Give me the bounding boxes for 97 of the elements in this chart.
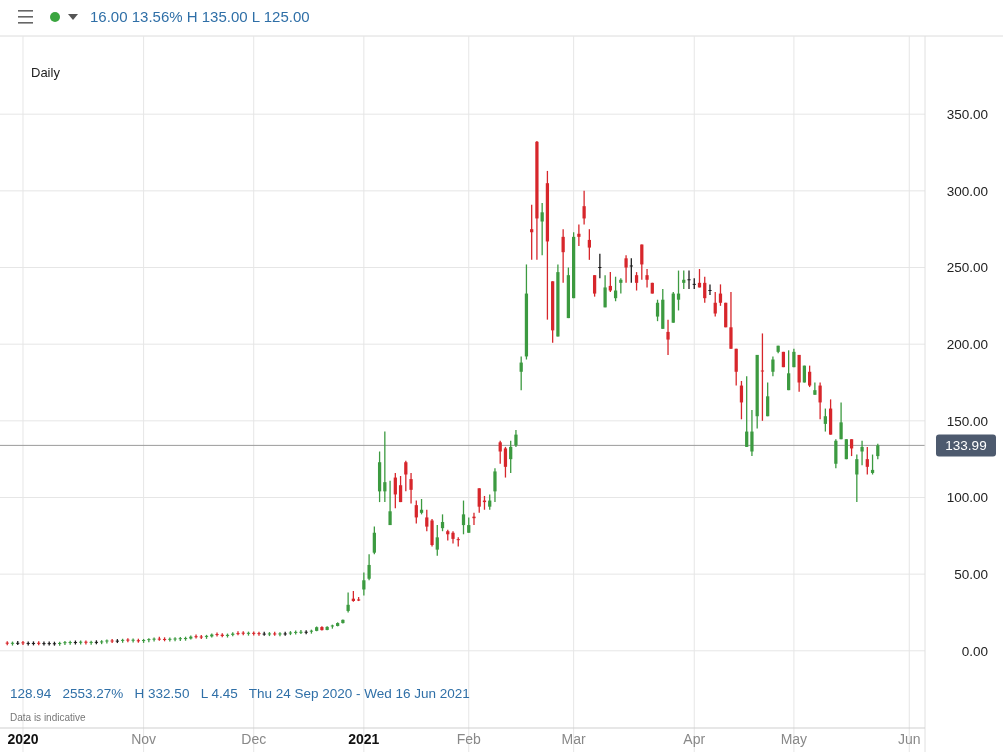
candlestick — [346, 591, 350, 614]
candlestick — [587, 228, 591, 261]
candlestick — [745, 375, 749, 448]
candlestick — [598, 253, 602, 279]
candlestick — [425, 509, 429, 532]
candlestick — [750, 409, 754, 457]
candlestick — [299, 629, 303, 635]
candlestick — [383, 430, 387, 503]
candlestick — [257, 631, 261, 637]
candlestick — [372, 525, 376, 555]
candlestick — [603, 274, 607, 309]
candlestick — [388, 479, 392, 526]
candlestick — [42, 640, 46, 647]
y-tick-label: 200.00 — [946, 336, 988, 352]
annotation: Daily — [31, 65, 61, 80]
chart-subtitle: 16.00 13.56% H 135.00 L 125.00 — [90, 8, 310, 25]
candlestick — [834, 438, 838, 470]
candlestick — [126, 637, 130, 643]
candlestick — [624, 254, 628, 284]
candlestick — [718, 283, 723, 307]
candlestick — [110, 638, 114, 644]
candlestick — [703, 276, 707, 304]
x-tick-label: 2020 — [7, 731, 39, 747]
candlestick — [498, 440, 502, 465]
x-tick-label: Feb — [456, 731, 482, 747]
y-tick-label: 0.00 — [961, 643, 988, 659]
candlestick — [766, 381, 770, 417]
annotation: 128.94 2553.27% H 332.50 L 4.45 Thu 24 Sep 2020 - Wed 16 Jun 2021 — [10, 686, 470, 701]
candlestick — [404, 460, 408, 493]
candlestick — [645, 268, 649, 289]
x-tick-label: May — [780, 731, 808, 747]
candlestick — [713, 291, 717, 318]
candlestick — [540, 202, 544, 256]
annotation: Data is indicative — [10, 712, 87, 723]
candlestick — [362, 571, 366, 597]
candlestick — [519, 355, 523, 391]
ref-line-label: 133.99 — [945, 438, 987, 454]
candlestick — [582, 190, 586, 226]
y-tick-label: 250.00 — [946, 260, 988, 276]
candlestick — [839, 401, 843, 440]
x-tick-label: Dec — [241, 731, 267, 747]
candlestick — [21, 640, 25, 646]
candlestick — [577, 223, 581, 247]
y-tick-label: 50.00 — [954, 566, 988, 582]
candlestick — [509, 440, 513, 474]
candlestick — [629, 257, 633, 284]
candlestick — [870, 453, 875, 476]
y-tick-label: 100.00 — [946, 490, 988, 506]
candlestick — [676, 269, 681, 312]
candlestick — [771, 355, 775, 378]
candlestick — [865, 446, 869, 476]
candlestick — [666, 318, 670, 356]
candlestick — [194, 633, 198, 640]
candlestick — [734, 348, 738, 387]
candlestick — [561, 228, 565, 284]
candlestick — [477, 487, 481, 514]
y-tick-label: 300.00 — [946, 183, 988, 199]
candlestick — [608, 271, 612, 293]
candlestick — [493, 467, 497, 503]
candlestick — [760, 332, 765, 422]
candlestick — [63, 640, 67, 646]
candlestick — [435, 524, 439, 557]
candlestick — [503, 446, 508, 479]
y-tick-label: 150.00 — [946, 413, 988, 429]
candlestick — [131, 637, 135, 644]
candlestick — [787, 349, 791, 391]
x-tick-label: Jun — [897, 731, 921, 747]
candlestick — [687, 269, 691, 290]
candlestick — [823, 407, 827, 433]
candlestick — [215, 631, 219, 638]
x-tick-label: Mar — [561, 731, 587, 747]
candlestick — [682, 269, 686, 290]
candlestick — [84, 639, 88, 646]
candlestick — [398, 475, 403, 503]
candlestick — [634, 271, 639, 292]
candlestick — [530, 204, 534, 261]
candlestick — [236, 630, 240, 636]
candlestick — [105, 638, 109, 645]
candlestick — [367, 553, 371, 581]
candlestick — [708, 283, 712, 296]
x-tick-label: 2021 — [348, 731, 380, 747]
candlestick — [409, 472, 413, 505]
candlestick — [461, 499, 466, 535]
candlestick — [655, 299, 660, 322]
candlestick — [414, 499, 418, 525]
x-tick-label: Nov — [131, 731, 157, 747]
candlestick — [592, 274, 597, 298]
candlestick — [855, 453, 859, 503]
candlestick — [860, 440, 864, 466]
candlestick — [152, 636, 156, 643]
candlestick — [173, 636, 177, 642]
y-tick-label: 350.00 — [946, 106, 988, 122]
x-tick-label: Apr — [683, 731, 706, 747]
candlestick — [818, 381, 822, 420]
candlestick — [278, 631, 282, 637]
candlestick — [729, 291, 733, 350]
candlestick — [808, 364, 812, 388]
